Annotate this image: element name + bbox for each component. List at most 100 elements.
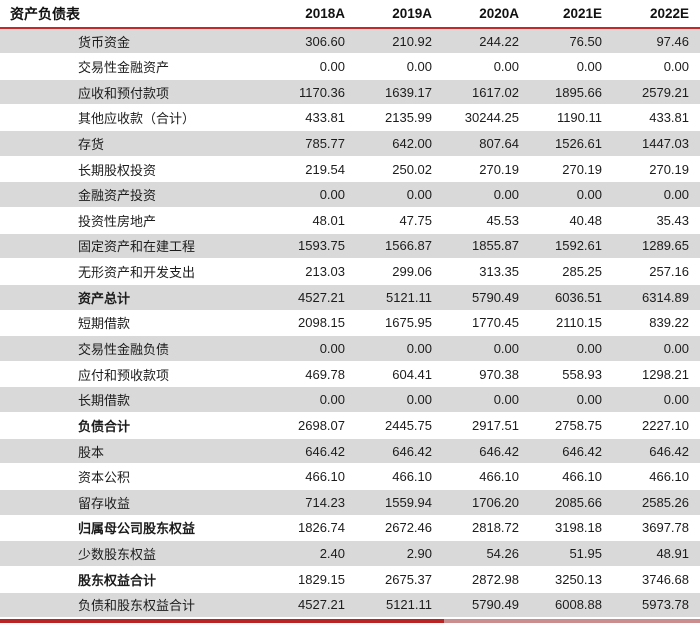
cell-value: 2758.75 — [519, 412, 602, 439]
row-label: 股东权益合计 — [0, 566, 258, 593]
cell-value: 1592.61 — [519, 233, 602, 260]
cell-value: 40.48 — [519, 207, 602, 234]
cell-value: 0.00 — [519, 335, 602, 362]
cell-value: 2085.66 — [519, 489, 602, 516]
cell-value: 47.75 — [345, 207, 432, 234]
cell-value: 2585.26 — [602, 489, 689, 516]
cell-value: 5790.49 — [432, 592, 519, 619]
cell-value: 469.78 — [258, 361, 345, 388]
cell-value: 646.42 — [519, 438, 602, 465]
cell-value: 0.00 — [432, 386, 519, 414]
cell-value: 2872.98 — [432, 566, 519, 593]
cell-value: 646.42 — [258, 438, 345, 465]
cell-value: 1559.94 — [345, 489, 432, 516]
cell-value: 250.02 — [345, 156, 432, 183]
cell-value: 0.00 — [432, 53, 519, 80]
cell-value: 2672.46 — [345, 515, 432, 542]
cell-value: 646.42 — [602, 438, 689, 465]
cell-value: 0.00 — [432, 181, 519, 208]
row-label: 负债合计 — [0, 412, 258, 439]
cell-value: 0.00 — [519, 386, 602, 414]
cell-value: 0.00 — [519, 181, 602, 208]
row-label: 投资性房地产 — [0, 207, 258, 234]
table-row: 短期借款 2098.15 1675.95 1770.45 2110.15 839.22 — [0, 310, 700, 337]
column-header-2018A: 2018A — [258, 0, 345, 29]
table-row: 资本公积 466.10 466.10 466.10 466.10 466.10 — [0, 463, 700, 491]
row-spacer — [689, 53, 700, 80]
cell-value: 1298.21 — [602, 361, 689, 388]
cell-value: 270.19 — [519, 156, 602, 183]
cell-value: 433.81 — [258, 104, 345, 132]
row-label: 资产总计 — [0, 284, 258, 311]
cell-value: 807.64 — [432, 130, 519, 157]
table-row: 长期股权投资 219.54 250.02 270.19 270.19 270.19 — [0, 156, 700, 183]
row-label: 留存收益 — [0, 489, 258, 516]
row-label: 长期借款 — [0, 386, 258, 414]
table-row: 资产总计 4527.21 5121.11 5790.49 6036.51 6314.89 — [0, 284, 700, 311]
row-label: 交易性金融资产 — [0, 53, 258, 80]
cell-value: 604.41 — [345, 361, 432, 388]
page-title: 资产负债表 — [0, 0, 258, 29]
row-spacer — [689, 566, 700, 593]
row-spacer — [689, 540, 700, 567]
cell-value: 6314.89 — [602, 284, 689, 311]
bottom-accent-bar — [0, 619, 700, 623]
cell-value: 219.54 — [258, 156, 345, 183]
column-header-2019A: 2019A — [345, 0, 432, 29]
table-row: 应付和预收款项 469.78 604.41 970.38 558.93 1298.21 — [0, 361, 700, 388]
cell-value: 1447.03 — [602, 130, 689, 157]
row-label: 应付和预收款项 — [0, 361, 258, 388]
table-row: 无形资产和开发支出 213.03 299.06 313.35 285.25 257.16 — [0, 258, 700, 285]
row-spacer — [689, 284, 700, 311]
row-label: 短期借款 — [0, 310, 258, 337]
cell-value: 646.42 — [345, 438, 432, 465]
cell-value: 5973.78 — [602, 592, 689, 619]
cell-value: 785.77 — [258, 130, 345, 157]
cell-value: 1170.36 — [258, 79, 345, 106]
cell-value: 3198.18 — [519, 515, 602, 542]
table-row: 留存收益 714.23 1559.94 1706.20 2085.66 2585.26 — [0, 489, 700, 516]
row-label: 负债和股东权益合计 — [0, 592, 258, 619]
cell-value: 2675.37 — [345, 566, 432, 593]
cell-value: 48.91 — [602, 540, 689, 567]
table-row: 交易性金融资产 0.00 0.00 0.00 0.00 0.00 — [0, 53, 700, 80]
row-label: 无形资产和开发支出 — [0, 258, 258, 285]
row-spacer — [689, 104, 700, 132]
cell-value: 0.00 — [602, 181, 689, 208]
cell-value: 642.00 — [345, 130, 432, 157]
cell-value: 5790.49 — [432, 284, 519, 311]
row-spacer — [689, 130, 700, 157]
cell-value: 1190.11 — [519, 104, 602, 132]
cell-value: 45.53 — [432, 207, 519, 234]
cell-value: 4527.21 — [258, 284, 345, 311]
row-spacer — [689, 515, 700, 542]
column-header-2020A: 2020A — [432, 0, 519, 29]
cell-value: 0.00 — [602, 53, 689, 80]
cell-value: 2110.15 — [519, 310, 602, 337]
cell-value: 1566.87 — [345, 233, 432, 260]
row-label: 少数股东权益 — [0, 540, 258, 567]
cell-value: 2.90 — [345, 540, 432, 567]
row-spacer — [689, 258, 700, 285]
cell-value: 466.10 — [258, 463, 345, 491]
cell-value: 3746.68 — [602, 566, 689, 593]
row-spacer — [689, 335, 700, 362]
cell-value: 5121.11 — [345, 284, 432, 311]
cell-value: 0.00 — [345, 181, 432, 208]
cell-value: 3697.78 — [602, 515, 689, 542]
cell-value: 0.00 — [258, 181, 345, 208]
cell-value: 3250.13 — [519, 566, 602, 593]
cell-value: 1855.87 — [432, 233, 519, 260]
cell-value: 1895.66 — [519, 79, 602, 106]
cell-value: 210.92 — [345, 28, 432, 55]
row-spacer — [689, 156, 700, 183]
cell-value: 1675.95 — [345, 310, 432, 337]
cell-value: 0.00 — [345, 53, 432, 80]
cell-value: 714.23 — [258, 489, 345, 516]
row-spacer — [689, 79, 700, 106]
row-label: 股本 — [0, 438, 258, 465]
table-row: 投资性房地产 48.01 47.75 45.53 40.48 35.43 — [0, 207, 700, 234]
cell-value: 0.00 — [258, 386, 345, 414]
cell-value: 0.00 — [258, 53, 345, 80]
table-row: 交易性金融负债 0.00 0.00 0.00 0.00 0.00 — [0, 335, 700, 362]
